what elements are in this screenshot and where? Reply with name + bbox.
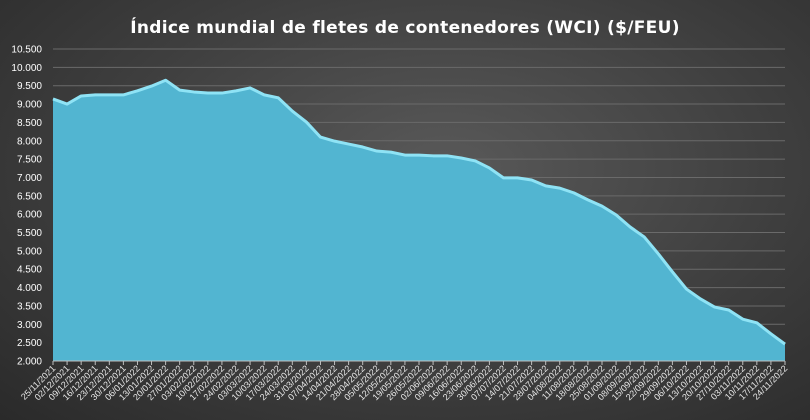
- area-edge-line: [52, 78, 786, 346]
- y-tick-label: 3.000: [17, 320, 42, 331]
- y-tick-label: 2.000: [17, 357, 42, 368]
- y-tick-label: 2.500: [17, 338, 42, 349]
- y-tick-label: 7.000: [17, 173, 42, 184]
- y-tick-label: 6.500: [17, 191, 42, 202]
- y-tick-label: 10.500: [11, 45, 42, 56]
- y-tick-label: 8.000: [17, 136, 42, 147]
- y-tick-label: 8.500: [17, 118, 42, 129]
- y-tick-label: 5.500: [17, 228, 42, 239]
- y-tick-label: 3.500: [17, 301, 42, 312]
- area-series: [53, 80, 785, 361]
- y-tick-label: 9.500: [17, 81, 42, 92]
- y-tick-label: 4.500: [17, 265, 42, 276]
- chart-title: Índice mundial de fletes de contenedores…: [130, 18, 680, 38]
- y-tick-label: 10.000: [11, 63, 42, 74]
- y-tick-label: 4.000: [17, 283, 42, 294]
- y-tick-label: 9.000: [17, 100, 42, 111]
- y-tick-label: 7.500: [17, 155, 42, 166]
- y-tick-label: 5.000: [17, 246, 42, 257]
- y-tick-label: 6.000: [17, 210, 42, 221]
